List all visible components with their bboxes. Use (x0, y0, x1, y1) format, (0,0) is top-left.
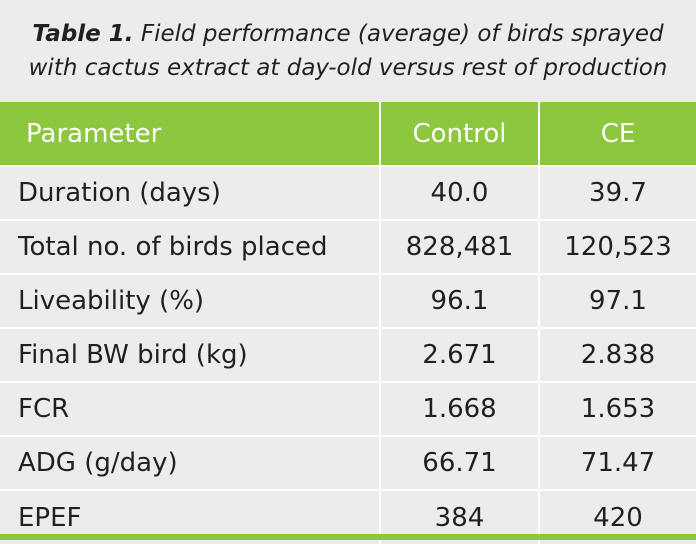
ce-cell: 120,523 (538, 219, 696, 274)
header-ce: CE (538, 102, 696, 166)
performance-table: Parameter Control CE Duration (days) 40.… (0, 102, 696, 544)
header-control: Control (379, 102, 539, 166)
ce-cell: 39.7 (538, 165, 696, 220)
ce-cell: 1.653 (538, 381, 696, 436)
parameter-cell: Final BW bird (kg) (0, 327, 380, 382)
table-bottom-rule (0, 534, 696, 540)
caption-line-2: with cactus extract at day-old versus re… (28, 55, 668, 81)
parameter-cell: Total no. of birds placed (0, 219, 380, 274)
table-row: Duration (days) 40.0 39.7 (0, 165, 696, 220)
control-cell: 96.1 (379, 273, 539, 328)
ce-cell: 2.838 (538, 327, 696, 382)
ce-cell: 71.47 (538, 435, 696, 490)
table-row: Final BW bird (kg) 2.671 2.838 (0, 327, 696, 382)
control-cell: 40.0 (379, 165, 539, 220)
caption-line-1: Table 1. Field performance (average) of … (32, 17, 663, 51)
control-cell: 828,481 (379, 219, 539, 274)
parameter-cell: ADG (g/day) (0, 435, 380, 490)
parameter-cell: Duration (days) (0, 165, 380, 220)
table-caption: Table 1. Field performance (average) of … (0, 0, 696, 102)
table-row: FCR 1.668 1.653 (0, 381, 696, 436)
caption-text-1: Field performance (average) of birds spr… (140, 21, 664, 47)
table-row: Total no. of birds placed 828,481 120,52… (0, 219, 696, 274)
header-parameter: Parameter (26, 118, 162, 149)
parameter-cell: Liveability (%) (0, 273, 380, 328)
table-header-row: Parameter Control CE (0, 102, 696, 166)
control-cell: 2.671 (379, 327, 539, 382)
ce-cell: 97.1 (538, 273, 696, 328)
table-row: Liveability (%) 96.1 97.1 (0, 273, 696, 328)
control-cell: 66.71 (379, 435, 539, 490)
control-cell: 1.668 (379, 381, 539, 436)
table-row: ADG (g/day) 66.71 71.47 (0, 435, 696, 490)
parameter-cell: FCR (0, 381, 380, 436)
caption-label: Table 1. (32, 21, 134, 47)
